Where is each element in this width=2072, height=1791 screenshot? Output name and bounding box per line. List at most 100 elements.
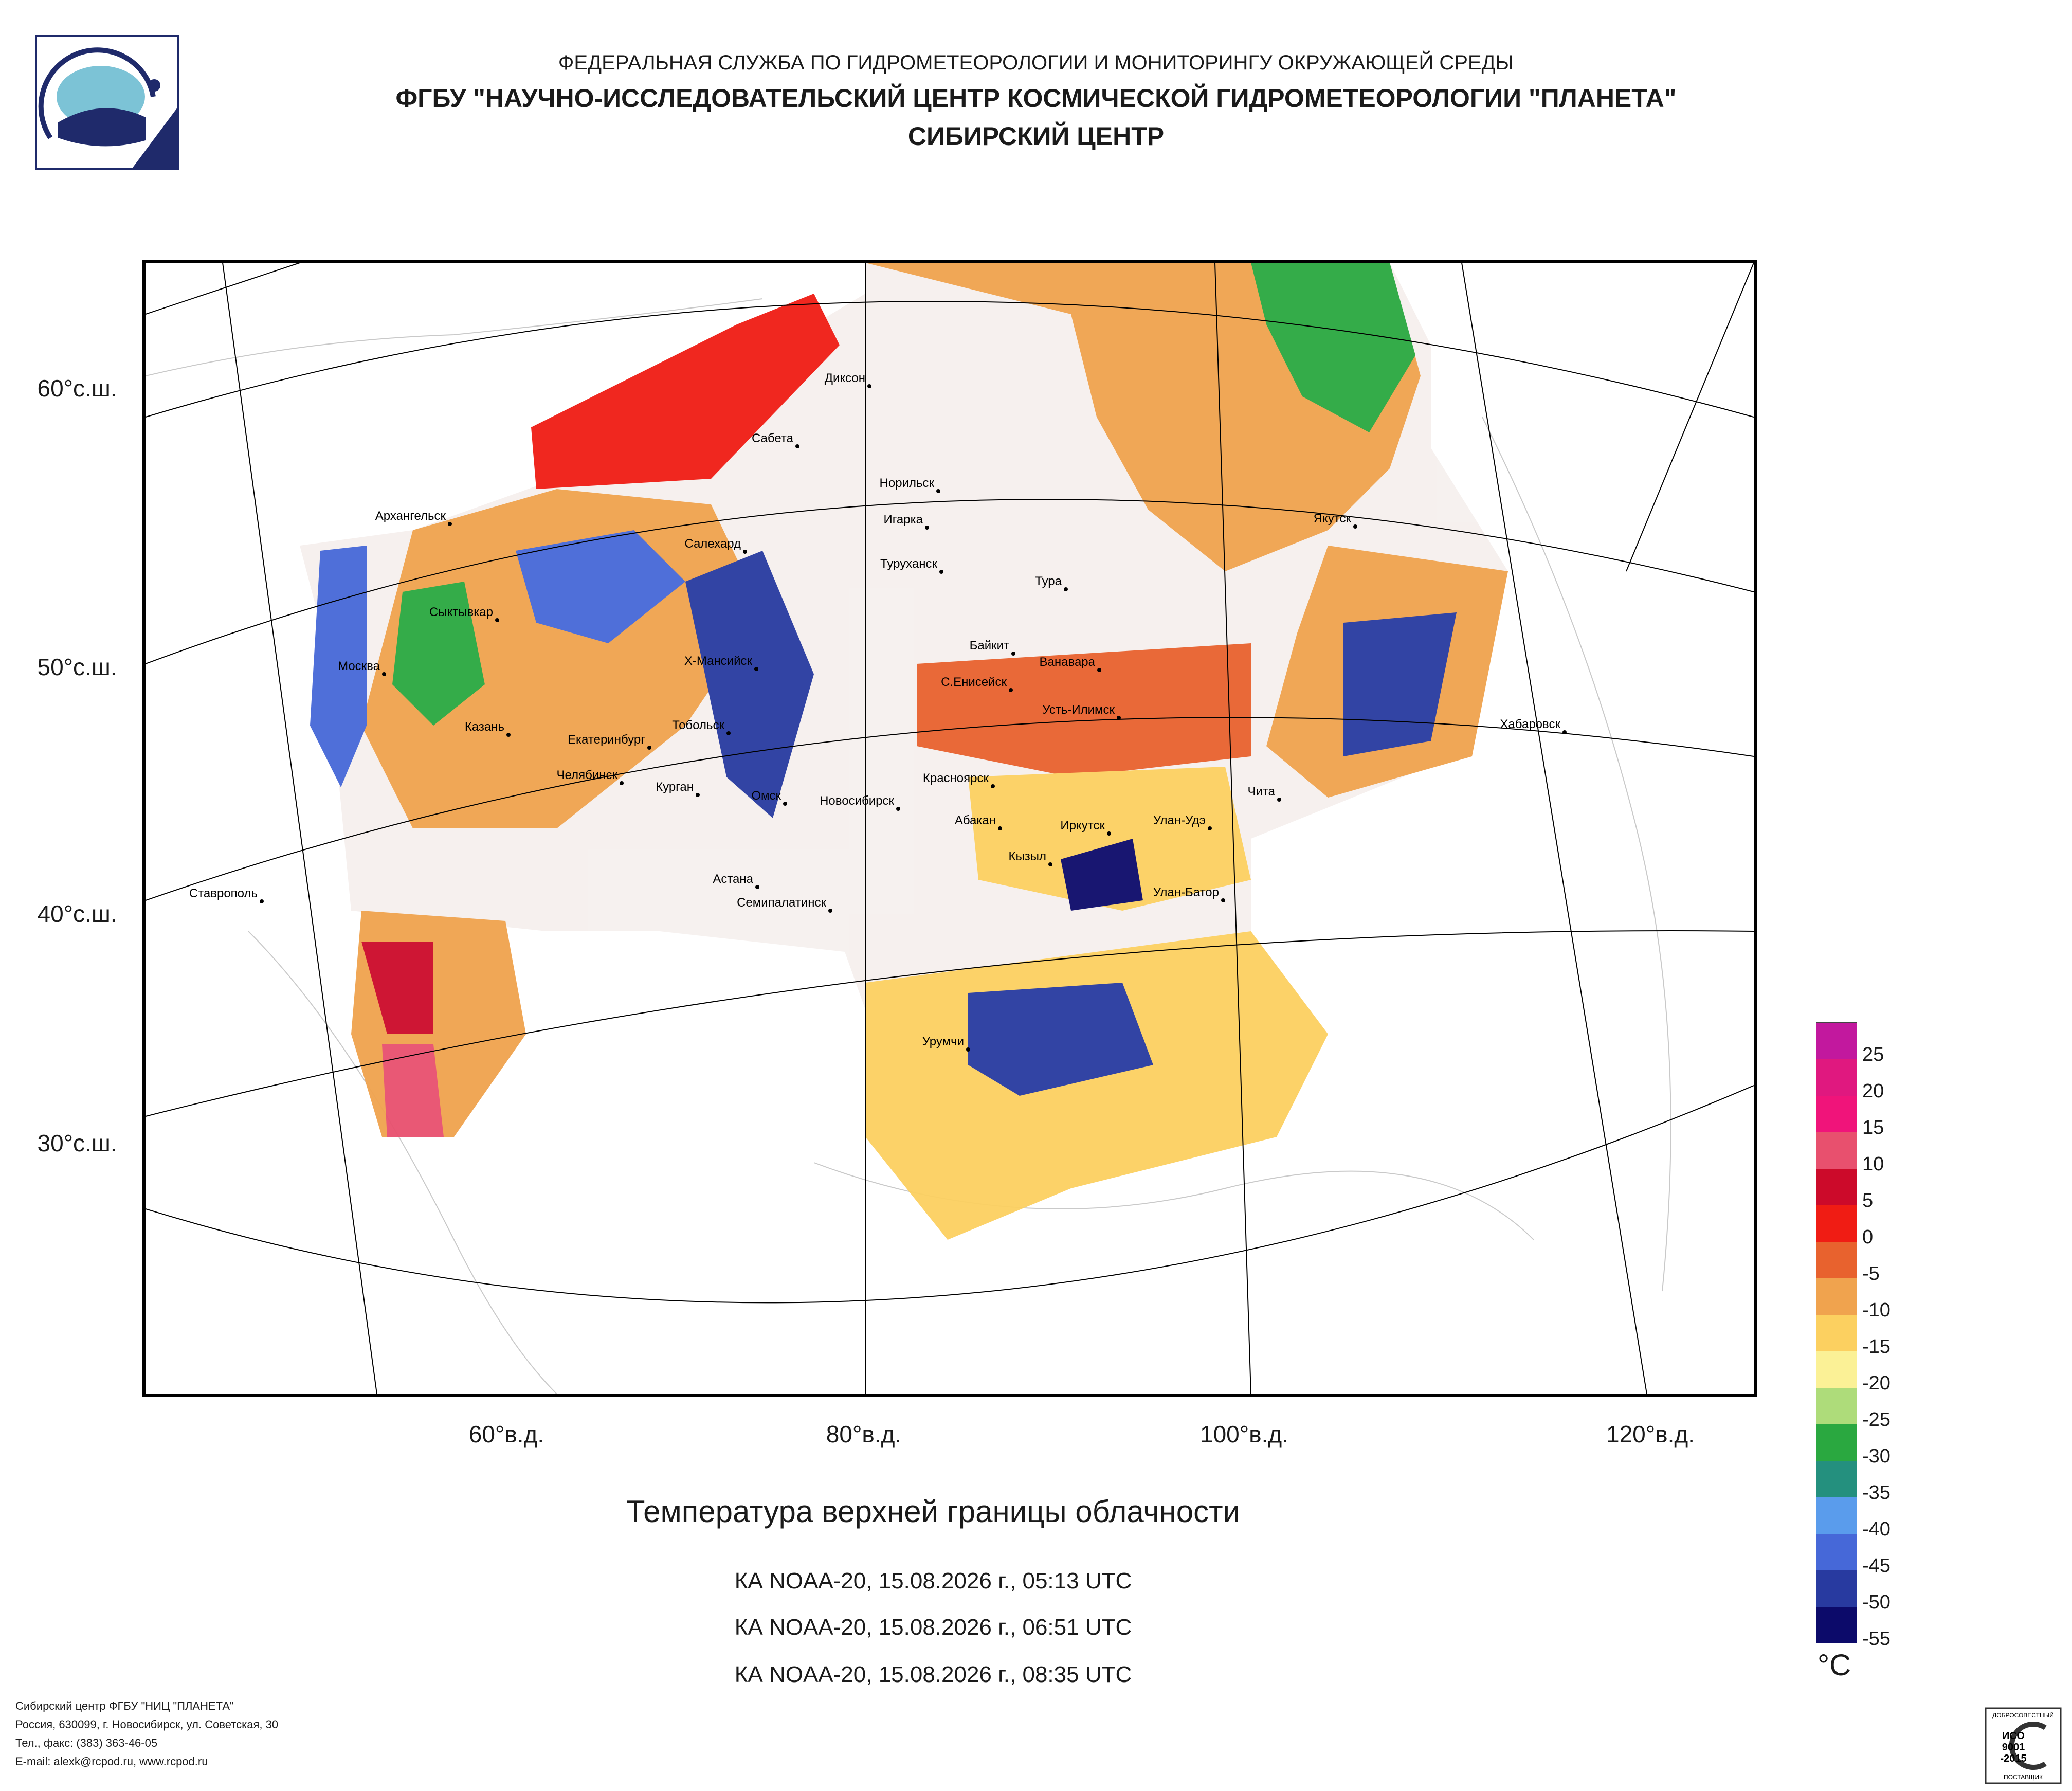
legend-tick-label: -40	[1862, 1518, 1891, 1540]
pass-1: КА NOAA-20, 15.08.2026 г., 05:13 UTC	[734, 1568, 1132, 1594]
city-dot	[743, 550, 747, 554]
lon-label-120: 120°в.д.	[1606, 1421, 1695, 1448]
legend-swatch	[1816, 1534, 1857, 1570]
legend-tick-label: -30	[1862, 1445, 1891, 1467]
city-dot	[1117, 716, 1121, 720]
city-dot	[696, 793, 700, 797]
city-dot	[991, 784, 995, 788]
iso-9001-badge: ДОБРОСОВЕСТНЫЙ ИСО 9001 -2015 ПОСТАВЩИК	[1985, 1707, 2062, 1784]
legend-tick-label: -50	[1862, 1591, 1891, 1613]
city-dot	[896, 807, 900, 811]
legend-tick-label: 20	[1862, 1080, 1884, 1102]
city-dot	[925, 526, 929, 530]
city-dot	[1009, 688, 1013, 692]
city-label: Якутск	[1314, 512, 1352, 526]
legend-swatch	[1816, 1424, 1857, 1461]
city-label: Игарка	[883, 513, 923, 527]
city-label: Омск	[751, 789, 781, 803]
city-label: Урумчи	[922, 1035, 964, 1048]
city-dot	[1011, 652, 1015, 656]
city-dot	[1107, 831, 1111, 836]
city-dot	[260, 899, 264, 903]
city-label: Усть-Илимск	[1042, 703, 1115, 717]
city-dot	[620, 781, 624, 785]
legend-swatch	[1816, 1570, 1857, 1607]
footer-line: Тел., факс: (383) 363-46-05	[15, 1736, 158, 1749]
iso-top: ДОБРОСОВЕСТНЫЙ	[1992, 1711, 2054, 1719]
legend-unit: °C	[1817, 1649, 1851, 1682]
city-dot	[1064, 587, 1068, 591]
city-dot	[1097, 668, 1101, 672]
city-label: Абакан	[955, 813, 996, 827]
city-dot	[1208, 826, 1212, 830]
legend-tick-label: -45	[1862, 1555, 1891, 1577]
city-label: Курган	[656, 780, 694, 794]
city-label: Астана	[713, 872, 753, 886]
iso-bottom: ПОСТАВЩИК	[2004, 1774, 2043, 1781]
legend-swatch	[1816, 1315, 1857, 1351]
city-dot	[448, 522, 452, 526]
city-label: Хабаровск	[1500, 717, 1560, 731]
city-label: Байкит	[970, 639, 1009, 653]
city-label: Семипалатинск	[737, 896, 826, 910]
city-dot	[506, 733, 511, 737]
pass-3: КА NOAA-20, 15.08.2026 г., 08:35 UTC	[734, 1662, 1132, 1687]
city-label: Туруханск	[880, 557, 937, 571]
city-label: Х-Мансийск	[684, 654, 753, 668]
city-label: Салехард	[684, 537, 741, 551]
lon-label-80: 80°в.д.	[826, 1421, 902, 1448]
city-label: Норильск	[880, 476, 935, 490]
city-dot	[939, 570, 943, 574]
footer-line: E-mail: alexk@rcpod.ru, www.rcpod.ru	[15, 1755, 208, 1768]
city-label: Тура	[1035, 574, 1062, 588]
city-dot	[1562, 730, 1567, 734]
lat-label-50: 50°с.ш.	[37, 654, 117, 680]
city-dot	[382, 672, 386, 676]
city-dot	[828, 909, 832, 913]
city-label: Москва	[338, 659, 380, 673]
city-label: Иркутск	[1060, 819, 1105, 833]
lat-label-60: 60°с.ш.	[37, 375, 117, 402]
city-label: Ванавара	[1040, 655, 1096, 669]
city-label: Сыктывкар	[429, 605, 493, 619]
legend-swatch	[1816, 1388, 1857, 1424]
legend-tick-label: 25	[1862, 1044, 1884, 1065]
iso-l1: ИСО	[2002, 1730, 2025, 1742]
legend-tick-label: -5	[1862, 1263, 1880, 1285]
city-dot	[936, 489, 940, 493]
legend-swatch	[1816, 1169, 1857, 1205]
legend-swatch	[1816, 1096, 1857, 1132]
city-label: Чита	[1248, 785, 1276, 799]
temperature-legend	[1816, 1022, 1857, 1643]
city-dot	[754, 667, 758, 671]
footer-contacts: Сибирский центр ФГБУ "НИЦ "ПЛАНЕТА" Росс…	[15, 1697, 278, 1771]
city-dot	[1221, 898, 1225, 902]
city-label: Екатеринбург	[568, 733, 645, 747]
legend-tick-label: 0	[1862, 1226, 1874, 1248]
city-label: Улан-Батор	[1153, 885, 1219, 899]
legend-swatch	[1816, 1497, 1857, 1534]
legend-tick-label: -20	[1862, 1372, 1891, 1394]
city-dot	[726, 731, 731, 735]
legend-tick-label: -35	[1862, 1482, 1891, 1504]
city-dot	[1277, 798, 1281, 802]
city-dot	[495, 618, 499, 622]
city-dot	[755, 885, 759, 889]
legend-swatch	[1816, 1607, 1857, 1643]
city-label: Кызыл	[1009, 849, 1047, 863]
legend-tick-label: -25	[1862, 1409, 1891, 1431]
header-agency: ФЕДЕРАЛЬНАЯ СЛУЖБА ПО ГИДРОМЕТЕОРОЛОГИИ …	[558, 51, 1514, 74]
planeta-logo	[35, 35, 179, 170]
legend-swatch	[1816, 1059, 1857, 1096]
legend-swatch	[1816, 1351, 1857, 1388]
legend-swatch	[1816, 1242, 1857, 1278]
city-label: Тобольск	[672, 718, 724, 732]
header-institute: ФГБУ "НАУЧНО-ИССЛЕДОВАТЕЛЬСКИЙ ЦЕНТР КОС…	[395, 84, 1677, 113]
legend-swatch	[1816, 1023, 1857, 1059]
city-label: Улан-Удэ	[1153, 813, 1206, 827]
footer-line: Россия, 630099, г. Новосибирск, ул. Сове…	[15, 1718, 279, 1731]
city-label: Сабета	[752, 431, 794, 445]
legend-tick-label: -15	[1862, 1336, 1891, 1358]
city-label: Диксон	[825, 371, 865, 385]
city-label: Казань	[465, 720, 504, 734]
